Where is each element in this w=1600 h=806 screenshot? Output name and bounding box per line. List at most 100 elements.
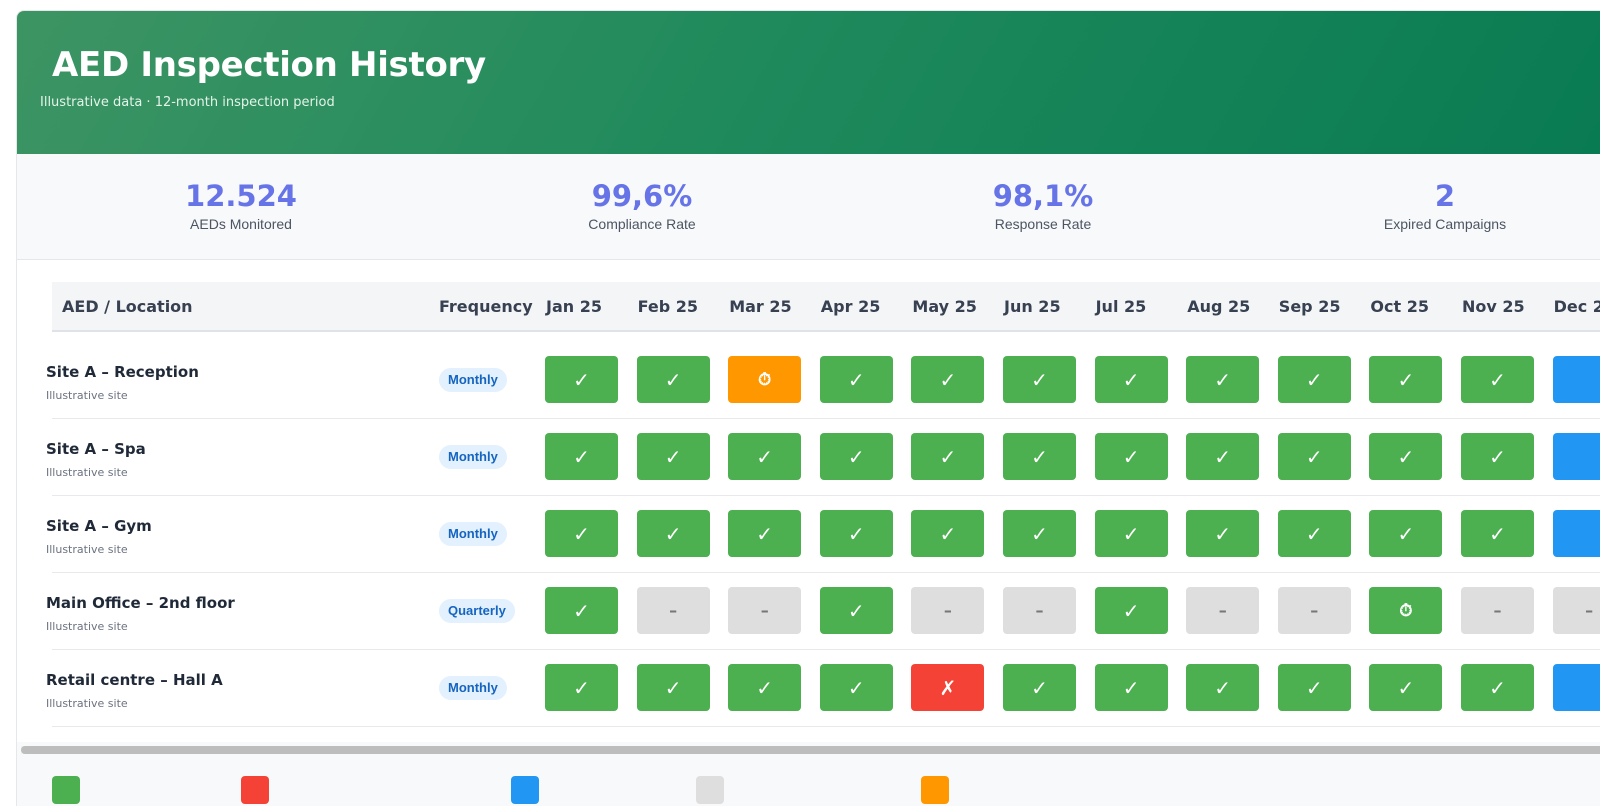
status-cell-ok[interactable]: ✓ <box>1277 433 1351 480</box>
status-cell-ok[interactable]: ✓ <box>545 356 618 403</box>
stat-label: AEDs Monitored <box>190 216 292 232</box>
status-cell-na[interactable]: – <box>636 587 710 634</box>
status-cell-ok[interactable]: ✓ <box>1003 356 1076 403</box>
status-cell-ok[interactable]: ✓ <box>1277 510 1351 557</box>
legend-swatch <box>241 776 269 804</box>
stat-response-rate: 98,1% Response Rate <box>893 178 1193 232</box>
table-row[interactable]: Site A – Reception Illustrative site Month… <box>46 342 1600 419</box>
table-row[interactable]: Site A – Spa Illustrative site Monthly ✓ ✓ ✓ ✓… <box>46 419 1600 496</box>
status-cell-warn[interactable]: ⏱ <box>728 356 802 403</box>
status-cell-ok[interactable]: ✓ <box>911 356 985 403</box>
status-cell-blue[interactable] <box>1552 433 1600 480</box>
column-header-month[interactable]: Sep 25 <box>1278 297 1341 316</box>
status-cell-blue[interactable] <box>1552 356 1600 403</box>
status-cell-ok[interactable]: ✓ <box>1277 664 1351 711</box>
frequency-badge: Monthly <box>439 368 507 392</box>
status-cell-ok[interactable]: ✓ <box>1186 664 1260 711</box>
status-cell-ok[interactable]: ✓ <box>1369 664 1443 711</box>
status-cell-ok[interactable]: ✓ <box>1277 356 1351 403</box>
status-cell-ok[interactable]: ✓ <box>728 664 802 711</box>
column-header-month[interactable]: Jan 25 <box>546 297 602 316</box>
table-row[interactable]: Site A – Gym Illustrative site Monthly ✓ ✓ ✓ ✓… <box>46 496 1600 573</box>
status-cell-ok[interactable]: ✓ <box>1461 433 1534 480</box>
column-header-frequency[interactable]: Frequency <box>439 297 533 316</box>
table-row[interactable]: Retail centre – Hall A Illustrative site M… <box>46 650 1600 727</box>
status-cell-ok[interactable]: ✓ <box>819 587 893 634</box>
status-cell-ok[interactable]: ✓ <box>1369 510 1443 557</box>
status-cell-ok[interactable]: ✓ <box>1094 510 1168 557</box>
status-cell-ok[interactable]: ✓ <box>545 664 618 711</box>
column-header-month[interactable]: Jun 25 <box>1004 297 1061 316</box>
legend-swatch <box>696 776 724 804</box>
stat-label: Compliance Rate <box>588 216 696 232</box>
status-cell-ok[interactable]: ✓ <box>1003 664 1076 711</box>
status-cell-ok[interactable]: ✓ <box>819 664 893 711</box>
status-cell-ok[interactable]: ✓ <box>1369 433 1443 480</box>
frequency-badge: Monthly <box>439 445 507 469</box>
status-cell-ok[interactable]: ✓ <box>819 356 893 403</box>
status-cell-ok[interactable]: ✓ <box>1186 356 1260 403</box>
location-name: Site A – Spa <box>46 440 146 458</box>
inspection-card: AED Inspection History Illustrative data… <box>16 10 1600 806</box>
status-cell-na[interactable]: – <box>1461 587 1534 634</box>
status-cell-ok[interactable]: ✓ <box>1094 356 1168 403</box>
column-header-location[interactable]: AED / Location <box>62 297 193 316</box>
table-header: AED / Location Frequency Jan 25 Feb 25 Mar… <box>52 282 1600 332</box>
status-cell-ok[interactable]: ✓ <box>819 510 893 557</box>
column-header-month[interactable]: Mar 25 <box>729 297 792 316</box>
column-header-month[interactable]: Dec 25 <box>1553 297 1600 316</box>
status-cell-blue[interactable] <box>1552 664 1600 711</box>
column-header-month[interactable]: May 25 <box>912 297 977 316</box>
status-cell-ok[interactable]: ✓ <box>911 433 985 480</box>
page-title: AED Inspection History <box>52 45 486 85</box>
column-header-month[interactable]: Nov 25 <box>1462 297 1525 316</box>
status-cell-ok[interactable]: ✓ <box>636 433 710 480</box>
status-cell-ok[interactable]: ✓ <box>1094 664 1168 711</box>
stat-label: Expired Campaigns <box>1383 216 1507 232</box>
status-cell-ok[interactable]: ✓ <box>1186 433 1260 480</box>
status-cell-ok[interactable]: ✓ <box>1094 587 1168 634</box>
column-header-month[interactable]: Aug 25 <box>1187 297 1251 316</box>
inspection-table: AED / Location Frequency Jan 25 Feb 25 Mar… <box>17 260 1600 754</box>
horizontal-scrollbar[interactable] <box>21 746 1600 754</box>
status-cell-ok[interactable]: ✓ <box>1003 433 1076 480</box>
status-cell-na[interactable]: – <box>911 587 985 634</box>
column-header-month[interactable]: Apr 25 <box>820 297 881 316</box>
stat-compliance-rate: 99,6% Compliance Rate <box>492 178 792 232</box>
status-cell-sched[interactable]: ⏱ <box>1369 587 1443 634</box>
status-cell-na[interactable]: – <box>1003 587 1076 634</box>
status-cell-ok[interactable]: ✓ <box>1461 510 1534 557</box>
status-cell-ok[interactable]: ✓ <box>636 664 710 711</box>
scrollbar-thumb[interactable] <box>21 746 1600 754</box>
status-cell-ok[interactable]: ✓ <box>1461 664 1534 711</box>
status-cell-ok[interactable]: ✓ <box>911 510 985 557</box>
status-cell-fail[interactable]: ✗ <box>911 664 985 711</box>
status-cell-ok[interactable]: ✓ <box>1003 510 1076 557</box>
location-subtitle: Illustrative site <box>46 697 128 710</box>
column-header-month[interactable]: Feb 25 <box>637 297 699 316</box>
status-cell-ok[interactable]: ✓ <box>636 510 710 557</box>
stat-value: 99,6% <box>591 179 693 213</box>
header-banner: AED Inspection History Illustrative data… <box>17 11 1600 154</box>
status-cell-ok[interactable]: ✓ <box>1369 356 1443 403</box>
status-cell-ok[interactable]: ✓ <box>545 510 618 557</box>
status-cell-ok[interactable]: ✓ <box>636 356 710 403</box>
status-cell-ok[interactable]: ✓ <box>728 433 802 480</box>
status-cell-na[interactable]: – <box>728 587 802 634</box>
status-cell-ok[interactable]: ✓ <box>819 433 893 480</box>
status-cell-ok[interactable]: ✓ <box>1461 356 1534 403</box>
location-name: Site A – Gym <box>46 517 152 535</box>
stats-bar: 12.524 AEDs Monitored 99,6% Compliance R… <box>17 154 1600 260</box>
status-cell-ok[interactable]: ✓ <box>1094 433 1168 480</box>
status-cell-blue[interactable] <box>1552 510 1600 557</box>
status-cell-ok[interactable]: ✓ <box>545 433 618 480</box>
column-header-month[interactable]: Jul 25 <box>1095 297 1147 316</box>
status-cell-ok[interactable]: ✓ <box>545 587 618 634</box>
status-cell-na[interactable]: – <box>1277 587 1351 634</box>
table-row[interactable]: Main Office – 2nd floor Illustrative site… <box>46 573 1600 650</box>
column-header-month[interactable]: Oct 25 <box>1370 297 1429 316</box>
status-cell-ok[interactable]: ✓ <box>1186 510 1260 557</box>
status-cell-na[interactable]: – <box>1552 587 1600 634</box>
status-cell-na[interactable]: – <box>1186 587 1260 634</box>
status-cell-ok[interactable]: ✓ <box>728 510 802 557</box>
